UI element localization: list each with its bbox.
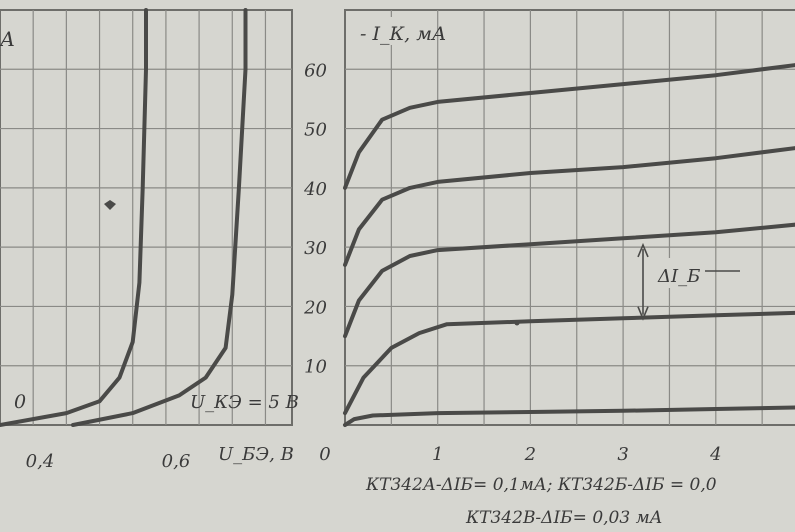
right-x-tick: 1 bbox=[432, 444, 443, 465]
left-series-line-1 bbox=[71, 8, 248, 427]
left-x-tick: 0,6 bbox=[162, 451, 191, 472]
right-series-line-0 bbox=[343, 63, 795, 190]
right-x-tick: 3 bbox=[617, 444, 628, 465]
right-x-tick: 0 bbox=[319, 444, 330, 465]
delta-label-bg bbox=[655, 258, 703, 288]
left-x-tick: 0,4 bbox=[26, 451, 55, 472]
right-series-line-2 bbox=[343, 222, 795, 339]
left-plot: А 0,4 0,6 U_БЭ, В 0 U_КЭ = 5 В bbox=[0, 8, 299, 472]
delta-ib-annotation: ΔI_Б bbox=[657, 266, 700, 287]
right-small-dot bbox=[514, 320, 520, 326]
right-plot: 10 20 30 40 50 60 - I_К, мА 0 1 2 3 4 ΔI_Б bbox=[303, 9, 795, 465]
right-x-tick: 2 bbox=[524, 444, 536, 465]
left-y-axis-label: А bbox=[0, 27, 15, 51]
left-annotation-ukе: U_КЭ = 5 В bbox=[190, 392, 299, 413]
right-y-tick: 40 bbox=[303, 179, 327, 200]
right-plot-frame bbox=[344, 9, 795, 426]
right-ylabel-bg bbox=[358, 17, 428, 45]
right-y-axis-label: - I_К, мА bbox=[360, 23, 446, 45]
right-y-tick: 30 bbox=[304, 238, 327, 259]
right-y-tick: 50 bbox=[304, 120, 327, 141]
right-series-line-4 bbox=[343, 405, 795, 427]
right-x-tick: 4 bbox=[709, 444, 721, 465]
right-y-tick: 20 bbox=[303, 297, 327, 318]
delta-arrow-head-down bbox=[637, 306, 649, 321]
right-y-tick: 10 bbox=[304, 357, 327, 378]
caption-line-1: КТ342А-ΔIБ= 0,1мА; КТ342Б-ΔIБ = 0,0 bbox=[365, 475, 717, 495]
caption-line-2: КТ342В-ΔIБ= 0,03 мА bbox=[465, 508, 663, 528]
left-x-axis-label: U_БЭ, В bbox=[218, 444, 294, 465]
left-annotation-0: 0 bbox=[14, 391, 26, 413]
left-series-line-0 bbox=[0, 8, 148, 427]
right-y-tick: 60 bbox=[304, 60, 327, 81]
right-series-line-1 bbox=[343, 146, 795, 267]
left-small-mark bbox=[104, 200, 116, 210]
right-series-line-3 bbox=[343, 310, 795, 416]
delta-arrow-head-up bbox=[637, 242, 649, 258]
